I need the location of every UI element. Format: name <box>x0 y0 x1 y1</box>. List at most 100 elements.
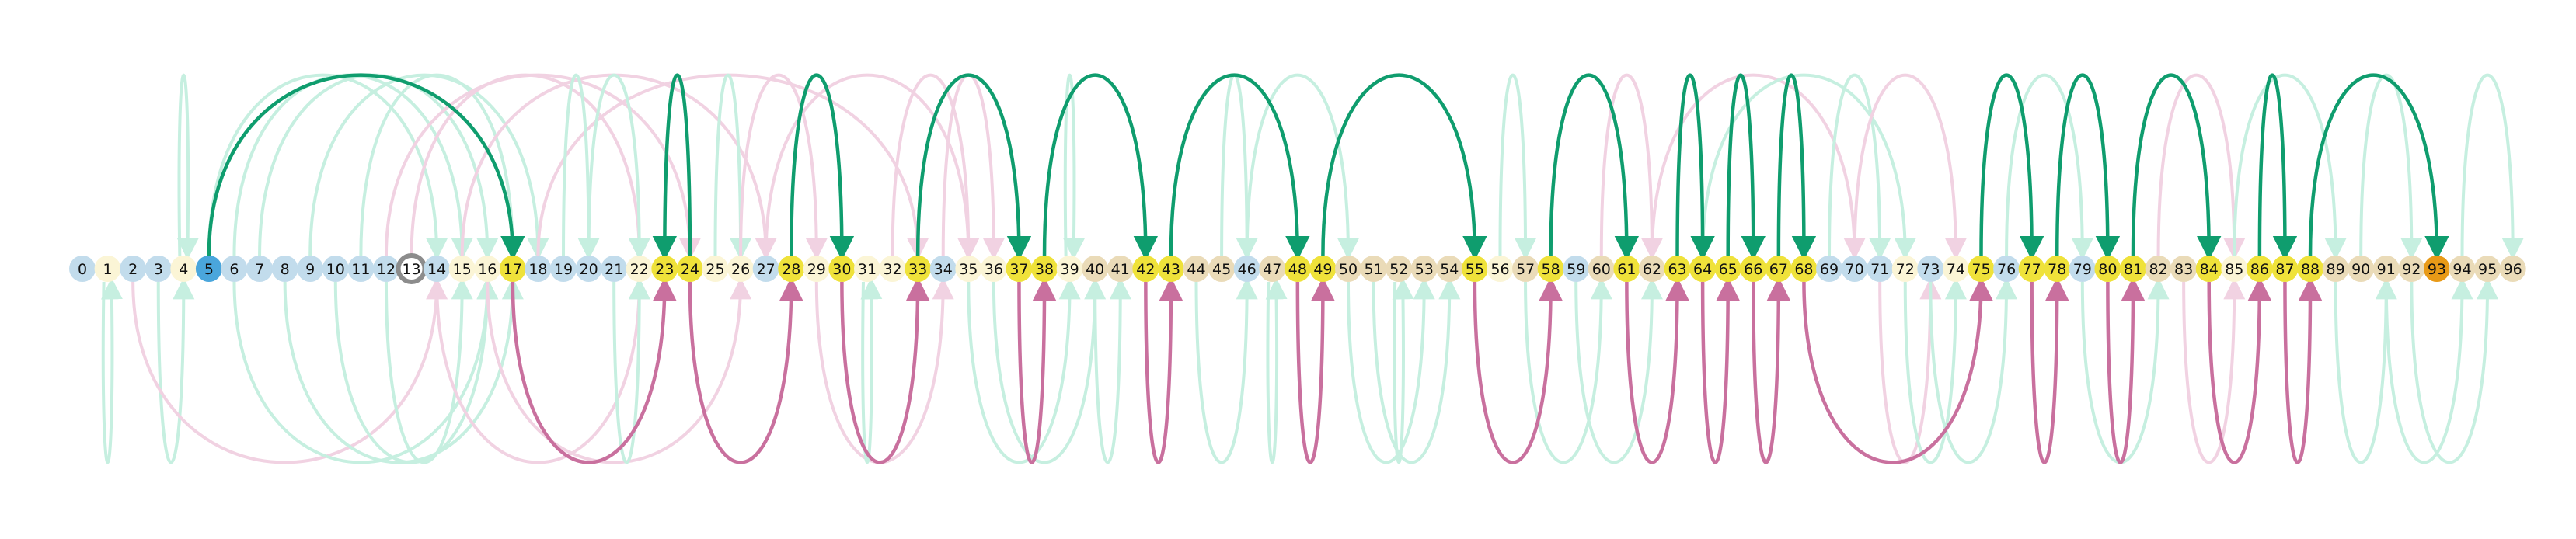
arc-5-17 <box>207 73 525 261</box>
strong-arcs-layer <box>207 73 2449 464</box>
arc-39-39 <box>1062 73 1085 260</box>
arc-43-48 <box>1169 73 1310 261</box>
node-60-label: 60 <box>1592 261 1611 278</box>
node-90-label: 90 <box>2351 261 2370 278</box>
node-58-label: 58 <box>1542 261 1560 278</box>
node-90: 90 <box>2348 256 2375 282</box>
arc-38-42 <box>1042 73 1159 261</box>
node-38: 38 <box>1031 256 1058 282</box>
node-11: 11 <box>347 256 375 282</box>
node-8-label: 8 <box>281 261 290 278</box>
node-52-circle <box>1386 256 1413 282</box>
node-50: 50 <box>1335 256 1361 282</box>
node-54-circle <box>1436 256 1463 282</box>
node-15: 15 <box>448 256 476 282</box>
node-54: 54 <box>1436 256 1463 282</box>
node-75-label: 75 <box>1971 261 1990 278</box>
arc-13-22 <box>410 73 650 260</box>
node-14-circle <box>424 256 451 282</box>
node-7-label: 7 <box>255 261 264 278</box>
node-88: 88 <box>2297 256 2324 282</box>
node-1-label: 1 <box>103 261 113 278</box>
node-10: 10 <box>322 256 349 282</box>
node-38-circle <box>1031 256 1058 282</box>
node-48-label: 48 <box>1288 261 1307 278</box>
node-27-circle <box>752 256 779 282</box>
node-51-label: 51 <box>1364 261 1382 278</box>
node-66-label: 66 <box>1744 261 1762 278</box>
node-45-label: 45 <box>1212 261 1231 278</box>
node-76-label: 76 <box>1997 261 2016 278</box>
arc-21-22 <box>612 277 650 464</box>
faint-arcs-layer <box>100 73 2524 464</box>
node-77: 77 <box>2018 256 2045 282</box>
node-68: 68 <box>1790 256 1818 282</box>
node-53-label: 53 <box>1415 261 1434 278</box>
node-59-label: 59 <box>1567 261 1585 278</box>
node-31: 31 <box>853 256 880 282</box>
node-75-circle <box>1968 256 1995 282</box>
node-9: 9 <box>297 256 324 282</box>
arc-55-58 <box>1473 276 1563 464</box>
node-88-label: 88 <box>2301 261 2320 278</box>
node-44-label: 44 <box>1187 261 1205 278</box>
node-53: 53 <box>1410 256 1438 282</box>
node-56-circle <box>1487 256 1514 282</box>
node-31-circle <box>853 256 880 282</box>
node-80-circle <box>2094 256 2121 282</box>
node-25-label: 25 <box>706 261 724 278</box>
node-49-label: 49 <box>1313 261 1332 278</box>
node-36-circle <box>980 256 1007 282</box>
node-13-label: 13 <box>402 261 420 278</box>
node-88-circle <box>2297 256 2324 282</box>
node-24: 24 <box>676 256 703 282</box>
arc-61-63 <box>1625 276 1690 464</box>
node-67-circle <box>1765 256 1792 282</box>
node-83-circle <box>2170 256 2198 282</box>
node-45: 45 <box>1208 256 1236 282</box>
node-94-circle <box>2449 256 2476 282</box>
node-94-label: 94 <box>2452 261 2471 278</box>
arc-51-54 <box>1372 277 1461 464</box>
arc-24-23 <box>652 73 692 261</box>
node-69-label: 69 <box>1820 261 1839 278</box>
node-17: 17 <box>499 256 526 282</box>
node-85-circle <box>2221 256 2248 282</box>
node-39: 39 <box>1056 256 1083 282</box>
node-60: 60 <box>1588 256 1615 282</box>
node-92-label: 92 <box>2402 261 2421 278</box>
node-74-label: 74 <box>1947 261 1965 278</box>
node-47-circle <box>1259 256 1286 282</box>
node-61-label: 61 <box>1617 261 1636 278</box>
arc-47-47 <box>1265 277 1288 464</box>
arc-26-29 <box>739 73 828 260</box>
node-44: 44 <box>1183 256 1210 282</box>
node-50-circle <box>1335 256 1361 282</box>
arc-90-92 <box>2359 73 2423 260</box>
arc-78-80 <box>2055 73 2121 261</box>
node-72-label: 72 <box>1896 261 1915 278</box>
arc-81-84 <box>2131 73 2222 261</box>
node-7-circle <box>246 256 274 282</box>
arc-18-33 <box>536 73 929 260</box>
node-82-circle <box>2145 256 2172 282</box>
arc-91-94 <box>2384 277 2473 464</box>
node-65: 65 <box>1714 256 1741 282</box>
node-3: 3 <box>145 256 172 282</box>
node-35-label: 35 <box>959 261 978 278</box>
node-10-circle <box>322 256 349 282</box>
arc-94-96 <box>2460 73 2524 260</box>
node-74: 74 <box>1942 256 1969 282</box>
node-52: 52 <box>1386 256 1413 282</box>
node-82-label: 82 <box>2149 261 2167 278</box>
node-89: 89 <box>2322 256 2349 282</box>
node-81-label: 81 <box>2124 261 2142 278</box>
arc-80-81 <box>2106 276 2146 464</box>
node-58: 58 <box>1537 256 1564 282</box>
node-23-circle <box>651 256 678 282</box>
node-12-circle <box>372 256 399 282</box>
node-22: 22 <box>626 256 653 282</box>
node-30-label: 30 <box>832 261 851 278</box>
arc-25-26 <box>713 73 752 260</box>
arc-8-17 <box>283 277 524 464</box>
